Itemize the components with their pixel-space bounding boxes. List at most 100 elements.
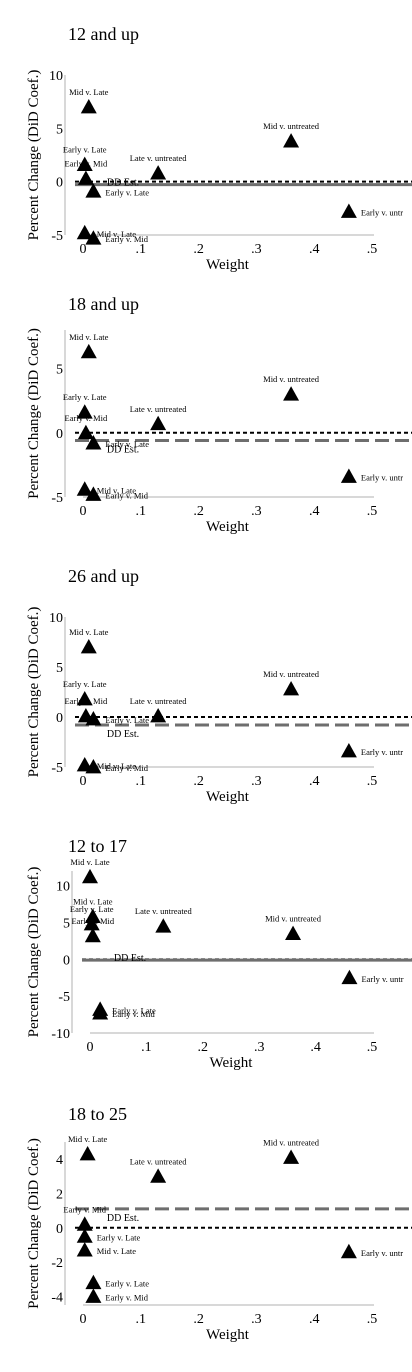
panel-1-point-label: Mid v. untreated (263, 121, 320, 131)
panel-5-x-tick-label: .3 (251, 1312, 262, 1327)
panel-5-point-label: Early v. untr (361, 1248, 403, 1258)
panel-2-point-label: Mid v. untreated (263, 374, 320, 384)
panel-2-title: 18 and up (68, 294, 139, 314)
panel-4-point-label: Early v. Mid (112, 1009, 155, 1019)
panel-5-x-tick-label: .1 (136, 1312, 147, 1327)
panel-5-point-label: Early v. Mid (63, 1204, 106, 1214)
panel-4-point (84, 908, 101, 924)
panel-2-point-label: Early v. Late (63, 392, 107, 402)
panel-5-point-label: Early v. Late (105, 1279, 149, 1289)
panel-2-x-tick-label: .5 (367, 504, 378, 519)
panel-1-point-label: Early v. Late (63, 145, 107, 155)
panel-3-point-label: Early v. Late (105, 715, 149, 725)
panel-3-x-axis-label: Weight (206, 789, 250, 805)
panel-4-x-tick-label: .5 (367, 1040, 378, 1055)
panel-2-point-label: Early v. Mid (65, 413, 108, 423)
panel-4-y-tick-label: -10 (51, 1027, 70, 1042)
panel-5-point (85, 1274, 102, 1290)
panel-2-y-tick-label: 5 (56, 363, 63, 378)
panel-1-y-tick-label: -5 (51, 229, 63, 244)
panel-1-y-tick-label: 0 (56, 176, 63, 191)
panel-4-x-tick-label: .4 (310, 1040, 321, 1055)
panel-5-point-label: Late v. untreated (130, 1156, 188, 1166)
panel-2-point-label: Early v. Mid (105, 490, 148, 500)
panel-5-y-tick-label: -4 (51, 1290, 63, 1305)
panel-2-point (80, 343, 97, 359)
panel-3-title: 26 and up (68, 566, 139, 586)
panel-4-point-label: Early v. Late (112, 1005, 156, 1015)
panel-1-point (85, 230, 102, 245)
panel-5-point-label: Mid v. Late (68, 1134, 108, 1144)
panel-1-point-label: Early v. Mid (105, 234, 148, 244)
panel-4-point-label: Mid v. Late (73, 897, 113, 907)
panel-4-point-label: Early v. untr (361, 974, 403, 984)
panel-2-point (85, 435, 102, 450)
panel-5-point (150, 1168, 167, 1183)
panel-1-x-tick-label: .2 (193, 242, 204, 257)
panel-3-dd-estimate-label: DD Est. (107, 729, 139, 740)
panel-5-point-label: Mid v. Late (97, 1246, 137, 1256)
panel-1-y-tick-label: 5 (56, 122, 63, 137)
panel-3-point (85, 711, 102, 726)
panel-5-point (79, 1146, 96, 1161)
panel-4-point (83, 916, 100, 931)
panel-2-point (340, 468, 357, 483)
panel-5-point-label: Early v. Mid (105, 1292, 148, 1302)
panel-2-x-tick-label: .3 (251, 504, 262, 519)
panel-2-point-label: Early v. Late (105, 439, 149, 449)
panel-3-y-axis-label: Percent Change (DiD Coef.) (26, 607, 42, 778)
panel-4-point (341, 969, 358, 985)
panel-2-x-tick-label: .4 (309, 504, 320, 519)
panel-2-x-tick-label: .1 (136, 504, 147, 519)
panel-3-x-tick-label: 0 (80, 774, 87, 789)
panel-3-point (80, 639, 97, 654)
panel-1-point (80, 99, 97, 114)
panel-4-x-axis-label: Weight (210, 1055, 254, 1071)
panel-5-x-axis-label: Weight (206, 1327, 250, 1343)
panel-3-point-label: Late v. untreated (130, 696, 188, 706)
panel-5-x-tick-label: .5 (367, 1312, 378, 1327)
panel-5-point (76, 1216, 93, 1231)
panel-4-x-tick-label: 0 (87, 1040, 94, 1055)
panel-5-y-tick-label: -2 (51, 1256, 63, 1271)
panel-2-point (76, 481, 93, 496)
panel-5-point (283, 1149, 300, 1164)
panel-3-point-label: Early v. Mid (65, 696, 108, 706)
panel-4-y-tick-label: 0 (63, 953, 70, 968)
panel-1-point-label: Early v. untr (361, 208, 403, 218)
panel-3-y-tick-label: -5 (51, 761, 63, 776)
panel-2-dd-estimate-label: DD Est. (107, 444, 139, 455)
panel-1-x-tick-label: .1 (136, 242, 147, 257)
panel-1-point (85, 183, 102, 198)
panel-5-dd-estimate-label: DD Est. (107, 1213, 139, 1224)
panel-1-point-label: Early v. Late (105, 187, 149, 197)
panel-2-point-label: Early v. untr (361, 472, 403, 482)
panel-4-point (155, 918, 172, 933)
panel-5-y-tick-label: 4 (56, 1153, 63, 1168)
panel-2-point-label: Mid v. Late (69, 332, 109, 342)
panel-3-x-tick-label: .5 (367, 774, 378, 789)
panel-3-point-label: Early v. Mid (105, 763, 148, 773)
panel-2-point (150, 415, 167, 431)
panel-5-title: 18 to 25 (68, 1104, 127, 1124)
panel-4-x-tick-label: .1 (141, 1040, 152, 1055)
panel-4-point-label: Early v. Mid (71, 916, 114, 926)
panel-4-point-label: Early v. Late (70, 904, 114, 914)
panel-1-point-label: Mid v. Late (97, 229, 137, 239)
panel-3-point-label: Mid v. Late (69, 627, 109, 637)
panel-3-y-tick-label: 5 (56, 661, 63, 676)
panel-2-y-tick-label: 0 (56, 427, 63, 442)
panel-1-dd-estimate-label: DD Est. (107, 178, 139, 189)
panel-3-x-tick-label: .1 (136, 774, 147, 789)
panel-1-x-tick-label: .5 (367, 242, 378, 257)
panel-4-dd-estimate-label: DD Est. (114, 953, 146, 964)
panel-1-point (150, 165, 167, 180)
panel-3-point-label: Early v. untr (361, 747, 403, 757)
panel-4-y-tick-label: 5 (63, 917, 70, 932)
panel-2-point (283, 386, 300, 401)
panel-1-x-axis-label: Weight (206, 257, 250, 273)
panel-4-point (92, 1005, 109, 1020)
panel-4-point (285, 925, 302, 940)
panel-1-point (283, 133, 300, 148)
